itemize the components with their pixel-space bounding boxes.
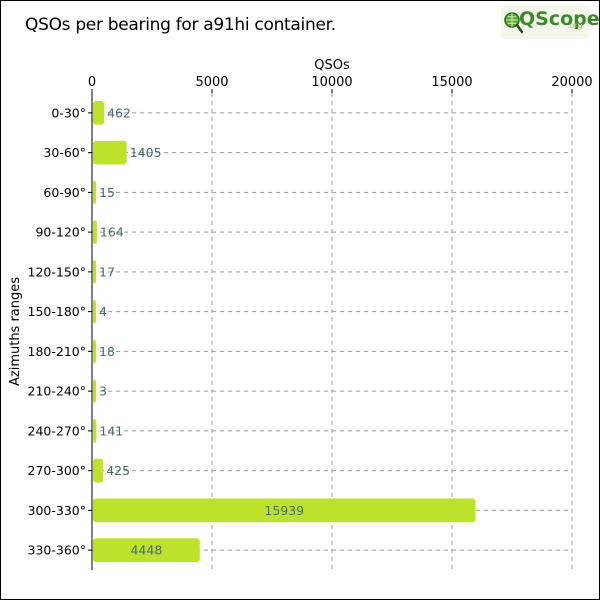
value-label: 17 <box>99 264 115 279</box>
bar <box>93 538 200 563</box>
x-tick-label: 20000 <box>551 75 592 90</box>
category-label: 270-300° <box>28 463 86 478</box>
logo-text: QScope <box>519 8 600 30</box>
category-label: 30-60° <box>43 145 86 160</box>
bar <box>93 379 96 404</box>
bars <box>93 100 476 563</box>
x-tick-label: 0 <box>88 75 96 90</box>
x-tick-label: 15000 <box>431 75 472 90</box>
x-tick-label: 10000 <box>311 75 352 90</box>
value-label: 18 <box>99 344 115 359</box>
x-tick-label: 5000 <box>195 75 228 90</box>
category-label: 330-360° <box>28 543 86 558</box>
category-label: 300-330° <box>28 503 86 518</box>
value-label: 141 <box>99 423 123 438</box>
category-label: 90-120° <box>35 225 86 240</box>
category-label: 180-210° <box>28 344 86 359</box>
chart-title: QSOs per bearing for a91hi container. <box>25 15 336 35</box>
bar <box>93 299 96 324</box>
bar <box>93 180 96 205</box>
x-tick-labels: 0 5000 10000 15000 20000 <box>88 75 593 551</box>
value-label: 425 <box>106 463 130 478</box>
bar <box>93 339 96 364</box>
qscope-logo[interactable]: QScope .org <box>501 5 600 39</box>
bar <box>93 220 97 245</box>
grid-lines <box>92 93 573 570</box>
magnifier-globe-icon <box>504 12 523 34</box>
value-label: 4448 <box>130 543 162 558</box>
value-label: 164 <box>100 225 124 240</box>
category-label: 210-240° <box>28 384 86 399</box>
value-label: 15939 <box>264 503 304 518</box>
y-axis-title: Azimuths ranges <box>8 277 23 386</box>
bar <box>93 458 104 483</box>
bar <box>93 498 476 523</box>
bar <box>93 100 105 125</box>
category-label: 240-270° <box>28 423 86 438</box>
bar <box>93 259 96 284</box>
value-label: 1405 <box>130 145 162 160</box>
category-label: 60-90° <box>43 185 86 200</box>
bar <box>93 140 127 165</box>
bar <box>93 418 97 443</box>
x-axis-title: QSOs <box>314 58 350 73</box>
category-labels: 0-30° 30-60° 60-90° 90-120° 120-150° 150-180°… <box>28 105 86 557</box>
value-label: 15 <box>99 185 115 200</box>
category-label: 150-180° <box>28 304 86 319</box>
value-label: 3 <box>99 384 107 399</box>
value-label: 462 <box>107 105 131 120</box>
logo-suffix: .org <box>567 21 583 30</box>
category-label: 120-150° <box>28 264 86 279</box>
category-label: 0-30° <box>51 105 86 120</box>
value-label: 4 <box>99 304 107 319</box>
value-labels: 462 1405 15 164 17 4 18 3 141 425 15939 4448 <box>99 105 304 557</box>
